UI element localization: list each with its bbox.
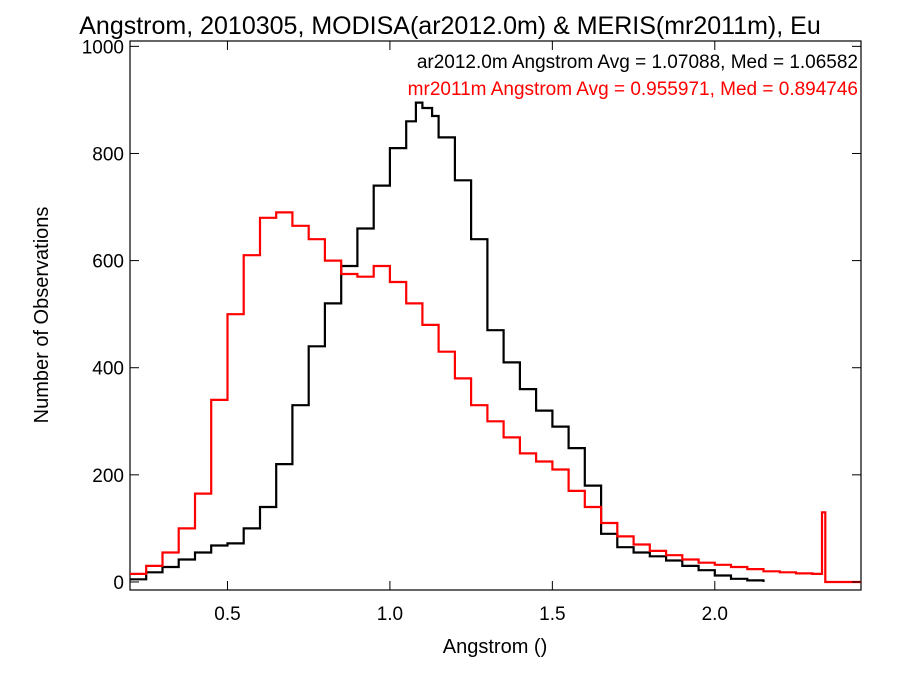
y-tick-label: 200 — [92, 466, 124, 487]
y-axis-label: Number of Observations — [31, 207, 53, 424]
tick-layer: 0.5 1.0 1.5 2.0 0 200 400 600 800 1000 — [82, 37, 861, 625]
annotation-ar2012: ar2012.0m Angstrom Avg = 1.07088, Med = … — [417, 52, 858, 73]
x-axis-label: Angstrom () — [443, 636, 547, 658]
x-tick-label: 0.5 — [214, 604, 240, 625]
x-tick-label: 1.0 — [377, 604, 403, 625]
chart-title: Angstrom, 2010305, MODISA(ar2012.0m) & M… — [79, 12, 820, 40]
x-tick-label: 2.0 — [702, 604, 728, 625]
annotation-mr2011: mr2011m Angstrom Avg = 0.955971, Med = 0… — [408, 79, 858, 100]
x-tick-label: 1.5 — [539, 604, 565, 625]
series-layer — [130, 101, 861, 584]
y-tick-label: 600 — [92, 252, 124, 273]
plot-frame — [129, 40, 862, 591]
series-line-ar2012 — [130, 101, 765, 582]
y-tick-label: 0 — [113, 573, 124, 594]
y-tick-label: 1000 — [82, 37, 124, 58]
y-tick-label: 400 — [92, 359, 124, 380]
series-line-mr2011 — [130, 211, 861, 584]
y-tick-label: 800 — [92, 144, 124, 165]
